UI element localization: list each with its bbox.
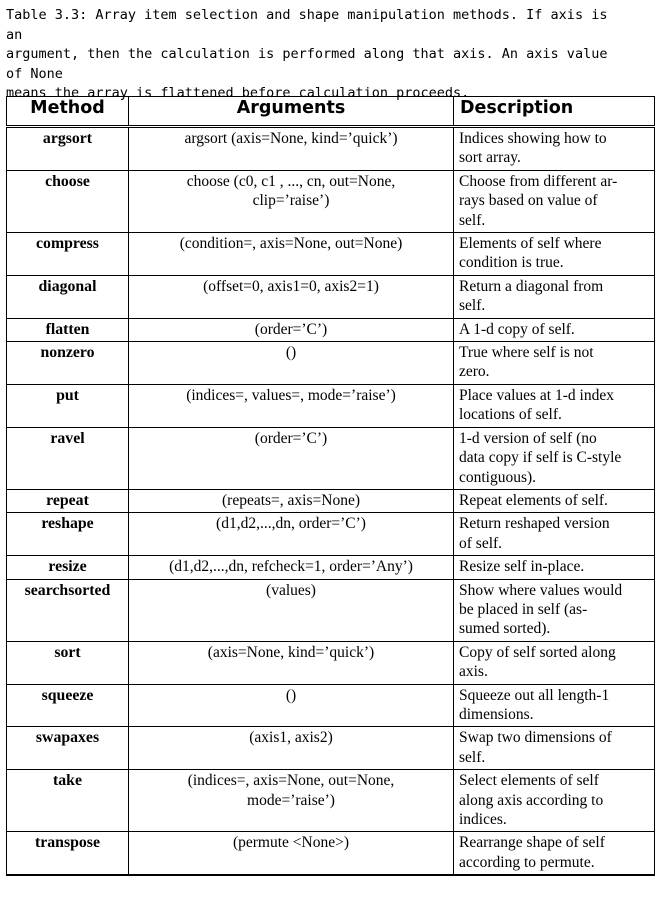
arguments-text: (condition=, axis=None, out=None) (179, 235, 403, 253)
description-cell: Resize self in-place. (453, 555, 655, 580)
method-cell: choose (6, 169, 129, 234)
table-row: flatten (order=’C’) A 1-d copy of self. (6, 317, 655, 343)
description-cell: Place values at 1-d index locations of s… (453, 383, 655, 428)
arguments-text: (permute <None>) (232, 834, 350, 852)
description-cell: Return reshaped version of self. (453, 512, 655, 557)
arguments-text: (offset=0, axis1=0, axis2=1) (203, 277, 379, 295)
methods-table: Method Arguments Description argsort args… (6, 96, 655, 877)
method-cell: take (6, 769, 129, 833)
arguments-text: (axis1, axis2) (249, 729, 333, 747)
table-row: repeat (repeats=, axis=None) Repeat elemen… (6, 488, 655, 514)
description-cell: Return a diagonal from self. (453, 274, 655, 319)
method-cell: swapaxes (6, 726, 129, 771)
table-row: compress (condition=, axis=None, out=None… (6, 232, 655, 276)
method-cell: transpose (6, 831, 129, 877)
arguments-text: (axis=None, kind=’quick’) (207, 643, 375, 661)
method-cell: flatten (6, 317, 129, 343)
arguments-cell: () (128, 683, 454, 728)
arguments-cell: (repeats=, axis=None) (128, 488, 454, 514)
table-row: argsort argsort (axis=None, kind=’quick’)… (6, 126, 655, 171)
method-cell: repeat (6, 488, 129, 514)
table-row: searchsorted (values) Show where values wo… (6, 578, 655, 642)
arguments-cell: (order=’C’) (128, 426, 454, 490)
description-cell: Rearrange shape of self according to per… (453, 831, 655, 877)
arguments-text: choose (c0, c1 , ..., cn, out=None, clip… (186, 172, 396, 210)
arguments-cell: argsort (axis=None, kind=’quick’) (128, 126, 454, 171)
header-method: Method (6, 96, 129, 128)
arguments-text: (d1,d2,...,dn, refcheck=1, order=’Any’) (169, 558, 413, 576)
method-cell: searchsorted (6, 578, 129, 642)
header-arguments: Arguments (128, 96, 454, 128)
method-cell: resize (6, 555, 129, 580)
description-cell: True where self is not zero. (453, 341, 655, 385)
table-row: ravel (order=’C’) 1-d version of self (no … (6, 426, 655, 490)
description-cell: Copy of self sorted along axis. (453, 640, 655, 685)
arguments-cell: (indices=, values=, mode=’raise’) (128, 383, 454, 428)
description-cell: A 1-d copy of self. (453, 317, 655, 343)
arguments-cell: (d1,d2,...,dn, refcheck=1, order=’Any’) (128, 555, 454, 580)
method-cell: compress (6, 232, 129, 276)
arguments-text: (order=’C’) (254, 320, 328, 338)
arguments-cell: (indices=, axis=None, out=None, mode=’ra… (128, 769, 454, 833)
arguments-text: argsort (axis=None, kind=’quick’) (184, 130, 398, 147)
table-row: squeeze () Squeeze out all length-1 dimens… (6, 683, 655, 728)
arguments-cell: (offset=0, axis1=0, axis2=1) (128, 274, 454, 319)
description-cell: Choose from different ar- rays based on … (453, 169, 655, 234)
arguments-cell: (condition=, axis=None, out=None) (128, 232, 454, 276)
description-cell: Swap two dimensions of self. (453, 726, 655, 771)
table-row: sort (axis=None, kind=’quick’) Copy of sel… (6, 640, 655, 685)
method-cell: sort (6, 640, 129, 685)
arguments-cell: (order=’C’) (128, 317, 454, 343)
arguments-text: (values) (266, 581, 316, 599)
method-cell: ravel (6, 426, 129, 490)
method-cell: put (6, 383, 129, 428)
arguments-cell: () (128, 341, 454, 385)
method-cell: squeeze (6, 683, 129, 728)
arguments-text: (repeats=, axis=None) (222, 491, 360, 509)
arguments-text: () (285, 686, 297, 704)
table-row: transpose (permute <None>) Rearrange shape… (6, 831, 655, 877)
method-cell: reshape (6, 512, 129, 557)
arguments-cell: (d1,d2,...,dn, order=’C’) (128, 512, 454, 557)
method-cell: nonzero (6, 341, 129, 385)
description-cell: Squeeze out all length-1 dimensions. (453, 683, 655, 728)
description-cell: Elements of self where condition is true… (453, 232, 655, 276)
arguments-text: () (285, 344, 297, 362)
description-cell: Repeat elements of self. (453, 488, 655, 514)
arguments-cell: (axis=None, kind=’quick’) (128, 640, 454, 685)
description-cell: Show where values would be placed in sel… (453, 578, 655, 642)
header-description: Description (453, 96, 655, 128)
table-row: swapaxes (axis1, axis2) Swap two dimension… (6, 726, 655, 771)
description-cell: Select elements of self along axis accor… (453, 769, 655, 833)
header-row: Method Arguments Description (6, 96, 655, 128)
arguments-text: (indices=, axis=None, out=None, mode=’ra… (187, 772, 395, 809)
arguments-text: (d1,d2,...,dn, order=’C’) (216, 515, 366, 533)
table-row: diagonal (offset=0, axis1=0, axis2=1) Retu… (6, 274, 655, 319)
table-caption: Table 3.3: Array item selection and shap… (6, 7, 608, 101)
arguments-text: (indices=, values=, mode=’raise’) (186, 386, 396, 404)
arguments-text: (order=’C’) (254, 429, 328, 447)
arguments-cell: choose (c0, c1 , ..., cn, out=None, clip… (128, 169, 454, 234)
table-row: take (indices=, axis=None, out=None, mode… (6, 769, 655, 833)
description-cell: 1-d version of self (no data copy if sel… (453, 426, 655, 490)
table-row: put (indices=, values=, mode=’raise’) Plac… (6, 383, 655, 428)
table-row: reshape (d1,d2,...,dn, order=’C’) Return r… (6, 512, 655, 557)
table-row: nonzero () True where self is not zero. (6, 341, 655, 385)
table-body: argsort argsort (axis=None, kind=’quick’)… (6, 126, 655, 877)
table-row: choose choose (c0, c1 , ..., cn, out=None… (6, 169, 655, 234)
arguments-cell: (axis1, axis2) (128, 726, 454, 771)
arguments-cell: (values) (128, 578, 454, 642)
description-cell: Indices showing how to sort array. (453, 126, 655, 171)
method-cell: diagonal (6, 274, 129, 319)
table-row: resize (d1,d2,...,dn, refcheck=1, order=’… (6, 555, 655, 580)
arguments-cell: (permute <None>) (128, 831, 454, 877)
method-cell: argsort (6, 126, 129, 171)
